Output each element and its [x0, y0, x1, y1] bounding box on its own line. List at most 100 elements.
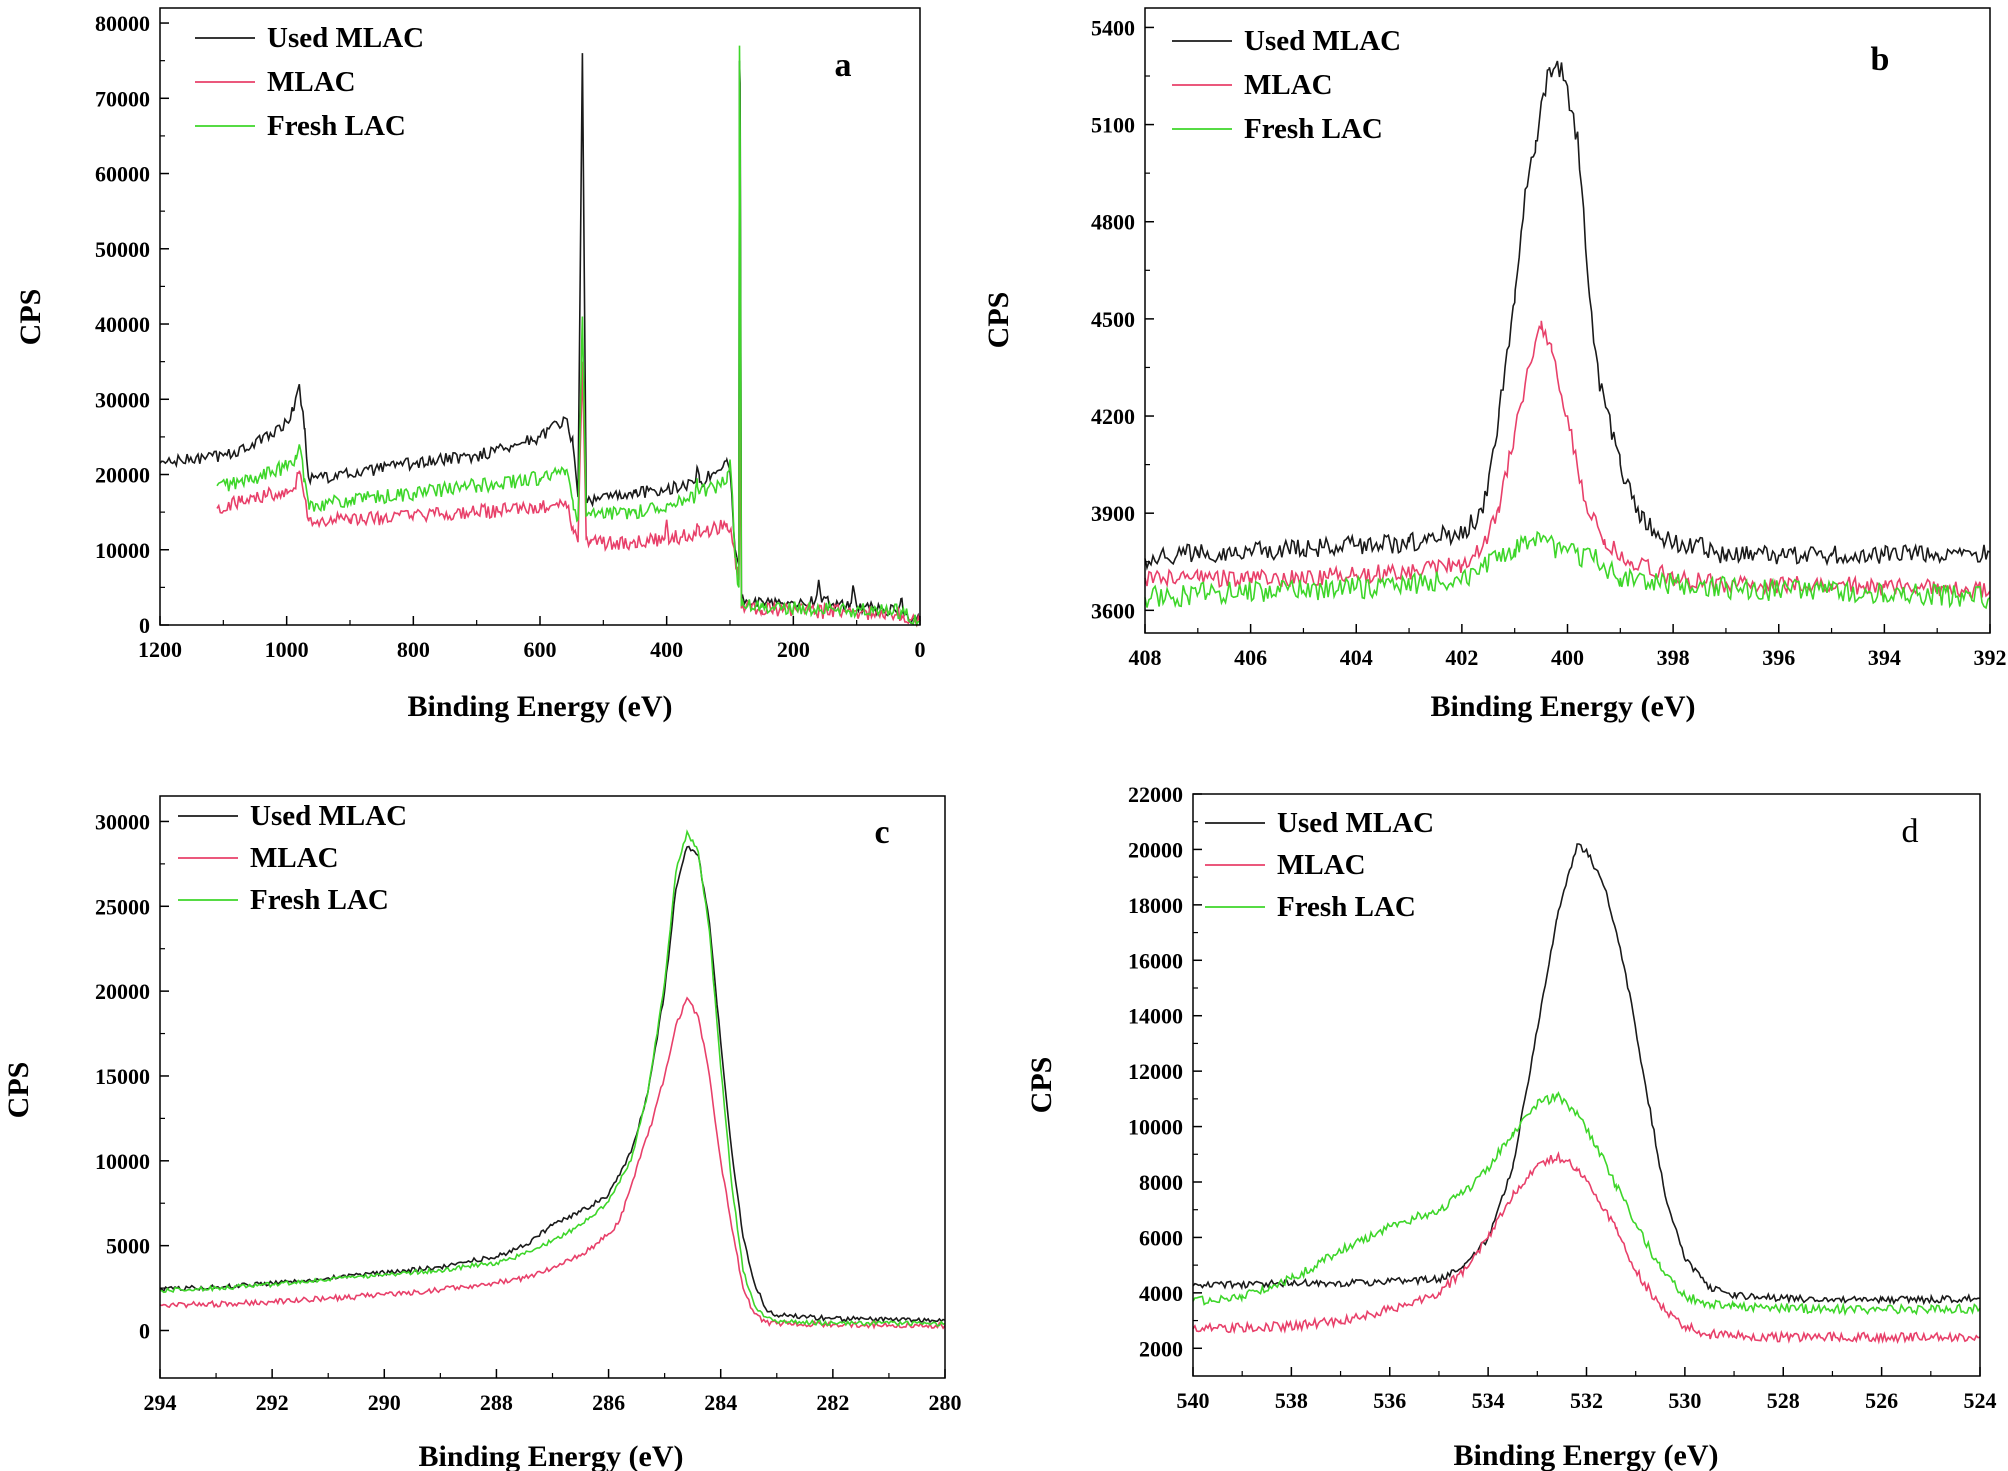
x-tick-label: 536 — [1373, 1388, 1406, 1413]
y-tick-label: 50000 — [95, 237, 150, 262]
x-tick-label: 282 — [816, 1390, 849, 1415]
panel-c: 294 292 290 288 286 284 282 280 0 5000 10000 15000 2… — [2, 795, 962, 1471]
x-tick-label: 530 — [1668, 1388, 1701, 1413]
y-tick-label: 14000 — [1128, 1004, 1183, 1029]
y-tick-label: 20000 — [95, 979, 150, 1004]
y-tick-label: 6000 — [1139, 1225, 1183, 1250]
y-tick-label: 10000 — [1128, 1115, 1183, 1140]
x-tick-label: 404 — [1340, 645, 1373, 670]
x-tick-label: 406 — [1234, 645, 1267, 670]
series-line-fresh-lac — [216, 45, 921, 627]
panel-label: a — [835, 47, 852, 84]
x-tick-label: 600 — [524, 637, 557, 662]
y-axis-title: CPS — [982, 292, 1015, 349]
panel-d: 540 538 536 534 532 530 528 526 524 2000 4000 6000 8… — [1025, 782, 1997, 1471]
y-tick-label: 5400 — [1091, 15, 1135, 40]
y-tick-label: 40000 — [95, 312, 150, 337]
panel-a: 1200 1000 800 600 400 200 00100002000030000400… — [14, 7, 926, 723]
x-tick-label: 292 — [256, 1390, 289, 1415]
x-tick-label: 288 — [480, 1390, 513, 1415]
panel-b: 408 406 404 402 400 398 396 394 392 3600 3900 4200 4… — [982, 7, 2007, 723]
y-tick-label: 0 — [139, 1318, 150, 1343]
y-tick-label: 10000 — [95, 538, 150, 563]
panel-label: b — [1871, 41, 1890, 78]
legend-entry: Used MLAC — [1277, 807, 1434, 839]
legend-entry: MLAC — [1277, 849, 1366, 881]
x-tick-label: 200 — [777, 637, 810, 662]
y-tick-label: 20000 — [1128, 837, 1183, 862]
x-tick-label: 290 — [368, 1390, 401, 1415]
plot-frame — [1144, 7, 1991, 634]
y-tick-label: 4500 — [1091, 307, 1135, 332]
y-tick-label: 2000 — [1139, 1336, 1183, 1361]
y-tick-label: 15000 — [95, 1064, 150, 1089]
y-tick-label: 18000 — [1128, 893, 1183, 918]
y-tick-label: 20000 — [95, 463, 150, 488]
legend-entry: MLAC — [250, 842, 339, 874]
x-tick-label: 402 — [1445, 645, 1478, 670]
y-tick-label: 60000 — [95, 162, 150, 187]
x-tick-label: 400 — [1551, 645, 1584, 670]
legend-entry: MLAC — [267, 66, 356, 98]
x-tick-label: 524 — [1964, 1388, 1997, 1413]
legend-entry: Fresh LAC — [1244, 113, 1383, 145]
x-tick-label: 394 — [1868, 645, 1901, 670]
series-line-used-mlac — [159, 845, 946, 1324]
x-tick-label: 0 — [915, 637, 926, 662]
y-axis-title: CPS — [2, 1062, 35, 1119]
x-tick-label: 400 — [650, 637, 683, 662]
x-tick-label: 392 — [1974, 645, 2007, 670]
y-tick-label: 5000 — [106, 1234, 150, 1259]
legend-entry: Fresh LAC — [250, 884, 389, 916]
series-line-fresh-lac — [159, 829, 946, 1327]
series-line-mlac — [159, 996, 946, 1330]
panel-label: c — [874, 814, 889, 851]
x-tick-label: 294 — [144, 1390, 177, 1415]
x-tick-label: 1200 — [138, 637, 182, 662]
panel-label: d — [1902, 813, 1919, 850]
series-line-mlac — [216, 361, 921, 628]
legend-entry: Fresh LAC — [267, 110, 406, 142]
y-tick-label: 22000 — [1128, 782, 1183, 807]
y-tick-label: 4800 — [1091, 210, 1135, 235]
x-axis-title: Binding Energy (eV) — [418, 1440, 683, 1471]
x-tick-label: 534 — [1472, 1388, 1505, 1413]
y-tick-label: 5100 — [1091, 113, 1135, 138]
series-line-fresh-lac — [1192, 1091, 1981, 1317]
x-tick-label: 800 — [397, 637, 430, 662]
y-tick-label: 16000 — [1128, 948, 1183, 973]
legend-entry: Used MLAC — [250, 800, 407, 832]
x-axis-title: Binding Energy (eV) — [1430, 690, 1695, 723]
series-line-used-mlac — [1144, 60, 1991, 571]
x-tick-label: 532 — [1570, 1388, 1603, 1413]
y-tick-label: 0 — [139, 613, 150, 638]
y-tick-label: 25000 — [95, 894, 150, 919]
y-tick-label: 80000 — [95, 11, 150, 36]
y-tick-label: 10000 — [95, 1149, 150, 1174]
y-axis-title: CPS — [1025, 1057, 1058, 1114]
legend-entry: Used MLAC — [1244, 25, 1401, 57]
x-tick-label: 540 — [1177, 1388, 1210, 1413]
x-tick-label: 408 — [1129, 645, 1162, 670]
y-tick-label: 30000 — [95, 387, 150, 412]
x-tick-label: 528 — [1767, 1388, 1800, 1413]
y-tick-label: 3900 — [1091, 501, 1135, 526]
plot-frame — [159, 7, 921, 626]
x-tick-label: 398 — [1657, 645, 1690, 670]
x-tick-label: 526 — [1865, 1388, 1898, 1413]
legend-entry: Fresh LAC — [1277, 891, 1416, 923]
x-axis-title: Binding Energy (eV) — [407, 690, 672, 723]
x-tick-label: 1000 — [265, 637, 309, 662]
y-tick-label: 12000 — [1128, 1059, 1183, 1084]
y-tick-label: 8000 — [1139, 1170, 1183, 1195]
x-tick-label: 284 — [704, 1390, 737, 1415]
y-tick-label: 30000 — [95, 809, 150, 834]
y-tick-label: 3600 — [1091, 598, 1135, 623]
series-line-used-mlac — [159, 53, 921, 625]
series-line-used-mlac — [1192, 843, 1981, 1306]
legend-entry: MLAC — [1244, 69, 1333, 101]
x-tick-label: 396 — [1762, 645, 1795, 670]
x-tick-label: 286 — [592, 1390, 625, 1415]
x-axis-title: Binding Energy (eV) — [1453, 1439, 1718, 1471]
